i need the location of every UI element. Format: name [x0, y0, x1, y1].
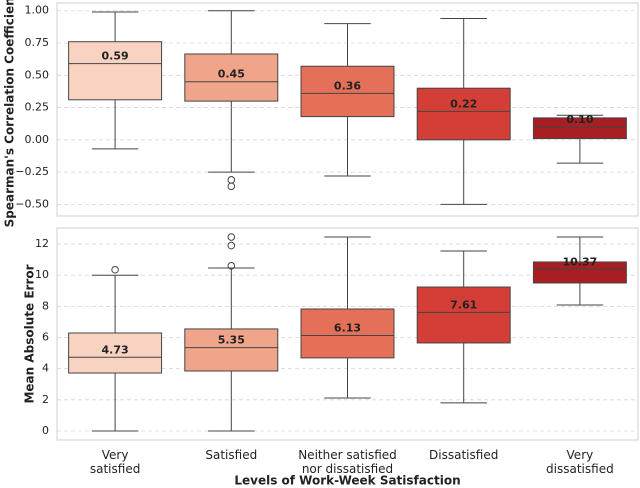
y-tick-label: 8 [42, 299, 49, 312]
y-tick-label: 0.25 [25, 101, 50, 114]
box [416, 286, 511, 344]
outlier [227, 182, 236, 191]
value-label: 0.22 [450, 97, 477, 110]
y-tick-label: 0.50 [25, 68, 50, 81]
x-tick-label: Neither satisfied nor dissatisfied [298, 448, 397, 476]
x-tick-label: Very satisfied [89, 448, 141, 476]
box [416, 87, 511, 141]
y-tick-label: 4 [42, 362, 49, 375]
value-label: 5.35 [218, 334, 245, 347]
y-tick-label: −0.50 [15, 197, 49, 210]
value-label: 4.73 [102, 343, 129, 356]
box [184, 328, 279, 372]
value-label: 6.13 [334, 321, 361, 334]
box [532, 261, 627, 284]
outlier [227, 233, 236, 241]
box [300, 308, 395, 359]
x-axis-title: Levels of Work-Week Satisfaction [234, 474, 460, 488]
y-tick-label: 1.00 [25, 4, 50, 17]
y-tick-label: 6 [42, 331, 49, 344]
x-tick-label: Very dissatisfied [546, 448, 614, 476]
value-label: 0.10 [566, 113, 593, 126]
value-label: 7.61 [450, 298, 477, 311]
x-tick-label: Dissatisfied [429, 448, 499, 462]
y-tick-label: 12 [35, 237, 49, 250]
box [68, 41, 163, 101]
value-label: 0.36 [334, 79, 361, 92]
value-label: 10.37 [563, 255, 598, 268]
outlier [227, 241, 236, 250]
plot-frame [56, 2, 639, 217]
box [68, 332, 163, 374]
y-axis-title: Spearman's Correlation Coefficient [3, 0, 17, 227]
y-tick-label: 0.75 [25, 36, 50, 49]
outlier [111, 265, 119, 274]
y-tick-label: 2 [42, 393, 49, 406]
y-tick-label: 0.00 [25, 133, 50, 146]
box [184, 53, 279, 102]
box [300, 65, 395, 118]
x-tick-label: Satisfied [205, 448, 258, 462]
value-label: 0.45 [218, 68, 245, 81]
box [532, 117, 627, 140]
plot-frame [56, 227, 639, 441]
y-axis-title: Mean Absolute Error [23, 264, 37, 403]
outlier [227, 176, 236, 184]
y-tick-label: −0.25 [15, 165, 49, 178]
value-label: 0.59 [102, 50, 129, 63]
y-tick-label: 0 [42, 424, 49, 437]
y-tick-label: 10 [35, 268, 49, 281]
outlier [227, 262, 236, 270]
